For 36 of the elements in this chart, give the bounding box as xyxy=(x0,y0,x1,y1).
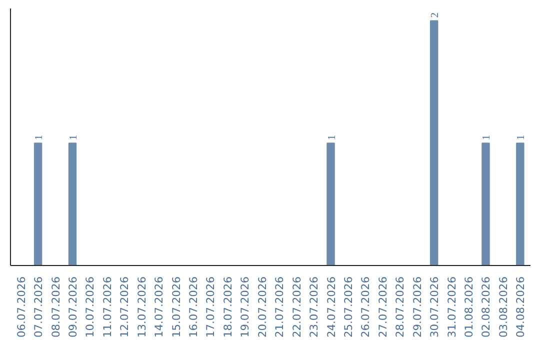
x-tick-label: 09.07.2026 xyxy=(66,276,80,338)
x-tick-label: 26.07.2026 xyxy=(359,276,372,338)
x-tick-label: 14.07.2026 xyxy=(152,276,166,338)
x-tick-label: 27.07.2026 xyxy=(376,276,390,338)
x-tick-label: 24.07.2026 xyxy=(324,276,338,338)
x-tick-label: 18.07.2026 xyxy=(221,276,234,338)
x-tick-label: 20.07.2026 xyxy=(256,276,269,338)
x-tick-label: 17.07.2026 xyxy=(204,276,218,338)
data-label: 2 xyxy=(430,12,442,18)
x-tick-label: 22.07.2026 xyxy=(290,276,304,338)
x-tick-label: 19.07.2026 xyxy=(238,276,252,338)
x-tick-label: 12.07.2026 xyxy=(118,276,132,338)
x-tick-label: 23.07.2026 xyxy=(308,276,321,338)
data-label: 1 xyxy=(34,134,46,140)
x-tick-label: 10.07.2026 xyxy=(84,276,97,338)
x-tick-label: 28.07.2026 xyxy=(394,276,407,338)
x-tick-label: 29.07.2026 xyxy=(410,276,424,338)
data-label: 1 xyxy=(516,134,528,140)
x-tick-label: 02.08.2026 xyxy=(480,276,493,338)
x-tick-label: 04.08.2026 xyxy=(514,276,528,338)
data-label: 1 xyxy=(68,134,80,140)
x-tick-label: 15.07.2026 xyxy=(170,276,183,338)
x-tick-label: 31.07.2026 xyxy=(445,276,458,338)
data-label: 1 xyxy=(326,134,338,140)
x-tick-label: 07.07.2026 xyxy=(32,276,46,338)
x-tick-label: 06.07.2026 xyxy=(14,276,28,338)
x-tick-label: 13.07.2026 xyxy=(135,276,148,338)
x-tick-label: 30.07.2026 xyxy=(428,276,442,338)
x-tick-label: 01.08.2026 xyxy=(462,276,476,338)
x-tick-label: 03.08.2026 xyxy=(496,276,510,338)
x-tick-label: 08.07.2026 xyxy=(49,276,62,338)
x-tick-label: 25.07.2026 xyxy=(342,276,355,338)
x-tick-label: 21.07.2026 xyxy=(273,276,286,338)
data-label: 1 xyxy=(482,134,493,140)
x-tick-label: 16.07.2026 xyxy=(187,276,200,338)
x-tick-label: 11.07.2026 xyxy=(100,276,114,338)
